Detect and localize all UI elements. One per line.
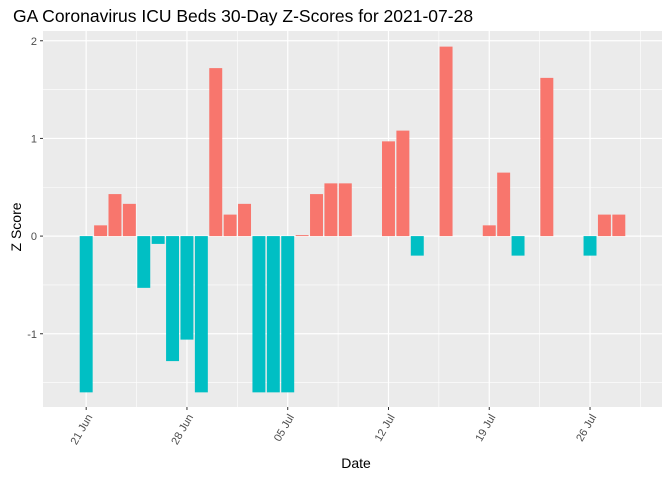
bar-2021-07-13 (396, 130, 410, 237)
bar-2021-07-04 (266, 236, 280, 393)
bar-2021-06-21 (79, 236, 93, 393)
y-axis: 2 1 0 -1 (27, 36, 43, 341)
x-axis: 21 Jun 28 Jun 05 Jul 12 Jul 19 Jul 26 Jul (69, 407, 599, 447)
x-tick-label: 28 Jun (169, 412, 196, 447)
bar-2021-07-05 (281, 236, 295, 393)
bar-2021-07-09 (338, 183, 352, 237)
bar-2021-06-30 (209, 68, 223, 237)
bar-2021-07-19 (482, 225, 496, 237)
x-tick-label: 26 Jul (574, 412, 599, 443)
bar-2021-06-26 (151, 236, 165, 244)
bar-2021-07-23 (540, 77, 554, 237)
bar-2021-07-02 (238, 203, 252, 237)
bar-2021-06-27 (166, 236, 180, 362)
bar-2021-07-03 (252, 236, 266, 393)
bar-2021-07-08 (324, 183, 338, 237)
bar-2021-07-12 (382, 141, 395, 237)
y-axis-title: Z Score (8, 202, 24, 251)
bar-2021-07-07 (310, 194, 323, 237)
bar-2021-06-24 (122, 203, 136, 237)
y-tick-label: 1 (31, 133, 37, 145)
plot-panel (43, 31, 662, 407)
bar-2021-07-16 (439, 46, 453, 237)
bar-2021-06-25 (137, 236, 151, 288)
bar-2021-07-14 (410, 236, 424, 256)
x-tick-label: 05 Jul (272, 412, 297, 443)
bar-2021-07-27 (597, 214, 611, 237)
major-gridlines (43, 31, 662, 407)
bar-2021-07-28 (612, 214, 626, 237)
y-tick-label: 0 (31, 231, 37, 243)
x-tick-label: 12 Jul (373, 412, 398, 443)
y-tick-label: 2 (31, 36, 37, 48)
x-axis-title: Date (341, 455, 371, 471)
chart-title: GA Coronavirus ICU Beds 30-Day Z-Scores … (13, 6, 473, 26)
x-tick-label: 21 Jun (69, 412, 96, 447)
bar-2021-06-23 (108, 194, 122, 237)
bar-2021-06-22 (94, 225, 108, 237)
bar-2021-06-28 (180, 236, 194, 340)
y-tick-label: -1 (27, 329, 37, 341)
bar-2021-07-01 (223, 214, 237, 237)
bar-2021-07-20 (497, 172, 511, 237)
x-tick-label: 19 Jul (473, 412, 498, 443)
bar-2021-06-29 (194, 236, 208, 393)
bar-2021-07-26 (583, 236, 597, 256)
bars (79, 46, 626, 393)
bar-2021-07-21 (511, 236, 525, 256)
bar-2021-07-06 (295, 235, 309, 237)
